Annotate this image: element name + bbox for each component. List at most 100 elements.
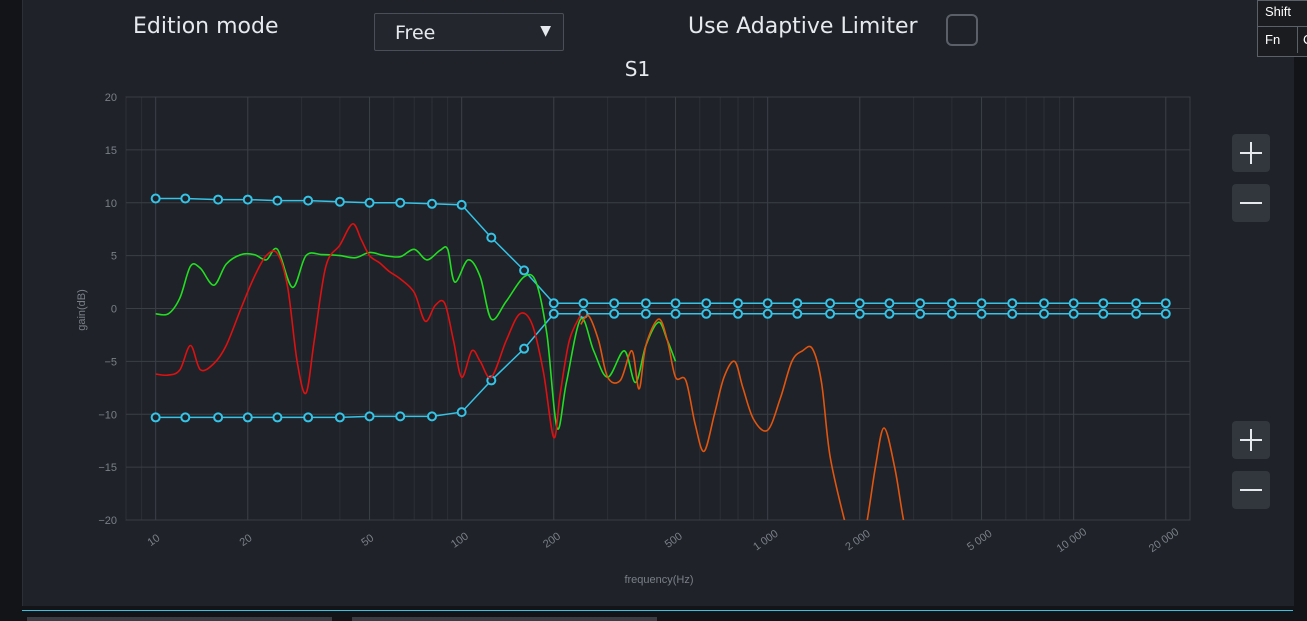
series-point[interactable] [456,407,467,418]
series-point[interactable] [976,298,987,309]
series-point[interactable] [395,411,406,422]
chart-title: S1 [624,57,651,81]
series-point[interactable] [733,298,744,309]
series-point[interactable] [733,308,744,319]
series-point[interactable] [334,412,345,423]
x-tick-label: 200 [541,530,563,550]
chevron-down-icon: ▼ [540,23,551,39]
series-point[interactable] [427,198,438,209]
series-point[interactable] [1039,308,1050,319]
series-point[interactable] [519,343,530,354]
series-point[interactable] [180,412,191,423]
series-point[interactable] [915,298,926,309]
series-point[interactable] [640,308,651,319]
series-line [580,314,905,520]
series-point[interactable] [884,298,895,309]
series-point[interactable] [150,193,161,204]
bottom-tab-1[interactable] [27,617,332,621]
series-point[interactable] [1160,298,1171,309]
series-point[interactable] [334,196,345,207]
x-tick-label: 50 [359,532,376,549]
series-point[interactable] [1131,308,1142,319]
series-point[interactable] [272,412,283,423]
series-point[interactable] [303,195,314,206]
series-point[interactable] [640,298,651,309]
y-tick-label: −5 [104,356,117,368]
series-point[interactable] [701,298,712,309]
x-tick-label: 20 000 [1147,526,1181,555]
series-point[interactable] [1068,308,1079,319]
zoom-in-top-button[interactable] [1232,134,1270,172]
series-point[interactable] [395,197,406,208]
series-point[interactable] [1007,298,1018,309]
series-point[interactable] [213,194,224,205]
series-point[interactable] [854,298,865,309]
series-point[interactable] [762,298,773,309]
zoom-out-bottom-button[interactable] [1232,471,1270,509]
series-point[interactable] [1098,298,1109,309]
edition-mode-value: Free [395,22,436,44]
series-point[interactable] [213,412,224,423]
series-point[interactable] [364,411,375,422]
zoom-out-top-button[interactable] [1232,184,1270,222]
series-point[interactable] [548,308,559,319]
series-point[interactable] [946,308,957,319]
series-point[interactable] [762,308,773,319]
series-point[interactable] [1007,308,1018,319]
edition-mode-select[interactable]: Free ▼ [374,13,564,51]
y-tick-label: −10 [98,409,117,421]
bottom-divider [22,610,1293,611]
series-point[interactable] [670,298,681,309]
series-point[interactable] [1068,298,1079,309]
series-point[interactable] [486,232,497,243]
series-point[interactable] [915,308,926,319]
series-point[interactable] [242,412,253,423]
series-line [155,223,582,439]
series-point[interactable] [548,298,559,309]
series-line [155,197,1166,304]
series-point[interactable] [825,308,836,319]
x-tick-label: 500 [663,530,685,550]
shift-key[interactable]: Shift [1258,1,1307,27]
bottom-tab-2[interactable] [352,617,657,621]
series-point[interactable] [303,412,314,423]
adaptive-limiter-checkbox[interactable] [946,14,978,46]
series-group [155,223,582,439]
series-point[interactable] [1131,298,1142,309]
series-point[interactable] [364,197,375,208]
series-point[interactable] [825,298,836,309]
series-point[interactable] [1039,298,1050,309]
x-tick-label: 20 [238,532,255,549]
series-point[interactable] [701,308,712,319]
chart-series[interactable] [150,193,1171,584]
series-point[interactable] [242,194,253,205]
series-point[interactable] [519,265,530,276]
x-tick-label: 10 000 [1055,526,1089,555]
series-point[interactable] [272,195,283,206]
series-point[interactable] [456,199,467,210]
series-point[interactable] [180,193,191,204]
series-point[interactable] [976,308,987,319]
series-point[interactable] [792,298,803,309]
y-tick-label: 10 [105,198,117,210]
partial-key[interactable]: C [1303,27,1307,53]
series-point[interactable] [150,412,161,423]
x-tick-label: 10 [145,532,162,549]
chart-grid [125,96,1191,521]
series-point[interactable] [792,308,803,319]
series-point[interactable] [578,298,589,309]
series-point[interactable] [427,411,438,422]
x-axis-label: frequency(Hz) [624,574,693,586]
fn-key[interactable]: Fn [1258,27,1298,53]
series-point[interactable] [1098,308,1109,319]
series-point[interactable] [609,298,620,309]
series-point[interactable] [609,308,620,319]
series-point[interactable] [946,298,957,309]
series-point[interactable] [1160,308,1171,319]
series-point[interactable] [854,308,865,319]
series-point[interactable] [884,308,895,319]
series-point[interactable] [670,308,681,319]
zoom-in-bottom-button[interactable] [1232,421,1270,459]
y-tick-label: 20 [105,92,117,104]
